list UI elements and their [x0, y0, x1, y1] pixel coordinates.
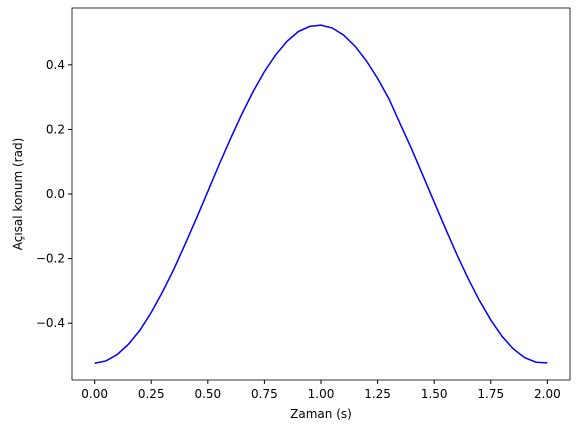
x-tick-label: 2.00	[534, 387, 561, 401]
x-tick-label: 0.50	[194, 387, 221, 401]
y-tick-label: 0.2	[46, 122, 65, 136]
x-tick-label: 1.50	[421, 387, 448, 401]
y-axis-label: Açısal konum (rad)	[11, 138, 25, 251]
x-tick-label: 0.25	[138, 387, 165, 401]
y-tick-label: 0.4	[46, 58, 65, 72]
line	[94, 24, 548, 364]
x-tick-label: 1.75	[477, 387, 504, 401]
y-tick-label: 0.0	[46, 187, 65, 201]
x-tick-label: 1.00	[308, 387, 335, 401]
x-tick-label: 0.75	[251, 387, 278, 401]
y-tick-label: −0.2	[36, 252, 65, 266]
x-axis-label: Zaman (s)	[290, 407, 352, 421]
x-tick-label: 1.25	[364, 387, 391, 401]
y-tick-label: −0.4	[36, 316, 65, 330]
plot-frame	[71, 7, 571, 381]
x-tick-label: 0.00	[81, 387, 108, 401]
